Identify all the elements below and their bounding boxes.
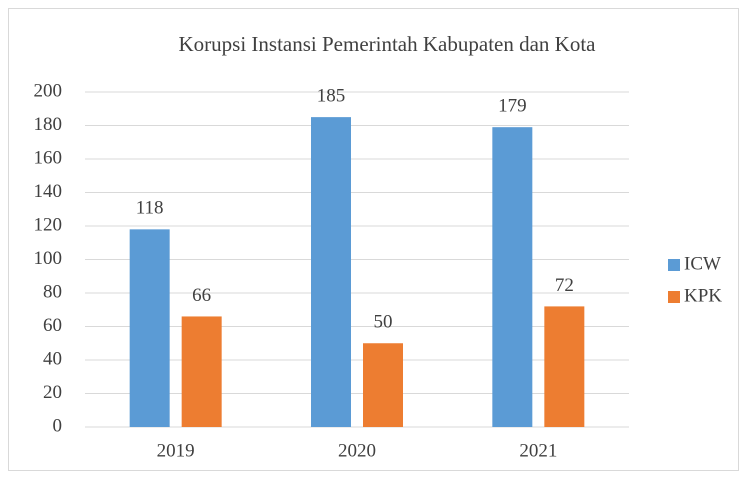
bar bbox=[129, 229, 170, 427]
chart-title: Korupsi Instansi Pemerintah Kabupaten da… bbox=[179, 32, 597, 56]
legend-swatch bbox=[668, 291, 680, 303]
data-label: 72 bbox=[555, 275, 574, 296]
legend-label: ICW bbox=[684, 253, 721, 274]
y-tick-label: 40 bbox=[43, 348, 62, 369]
bar bbox=[492, 127, 533, 428]
bar bbox=[311, 117, 351, 427]
y-tick-label: 140 bbox=[34, 181, 63, 202]
legend-swatch bbox=[668, 259, 680, 271]
y-tick-label: 160 bbox=[34, 147, 63, 168]
bar bbox=[181, 316, 222, 427]
legend-label: KPK bbox=[684, 285, 722, 306]
y-tick-label: 0 bbox=[53, 415, 63, 436]
y-tick-label: 120 bbox=[34, 214, 63, 235]
bar bbox=[544, 306, 585, 427]
data-label: 179 bbox=[498, 96, 527, 117]
y-tick-label: 60 bbox=[43, 315, 62, 336]
y-tick-label: 20 bbox=[43, 382, 62, 403]
x-tick-label: 2019 bbox=[157, 440, 195, 461]
x-tick-label: 2020 bbox=[338, 440, 376, 461]
data-label: 50 bbox=[374, 312, 393, 333]
y-tick-label: 180 bbox=[34, 114, 63, 135]
y-tick-label: 80 bbox=[43, 281, 62, 302]
y-tick-label: 200 bbox=[34, 80, 63, 101]
y-tick-label: 100 bbox=[34, 248, 63, 269]
bar bbox=[363, 343, 403, 427]
data-label: 118 bbox=[136, 198, 164, 219]
data-label: 66 bbox=[192, 285, 211, 306]
data-label: 185 bbox=[317, 85, 346, 106]
x-tick-label: 2021 bbox=[519, 440, 557, 461]
